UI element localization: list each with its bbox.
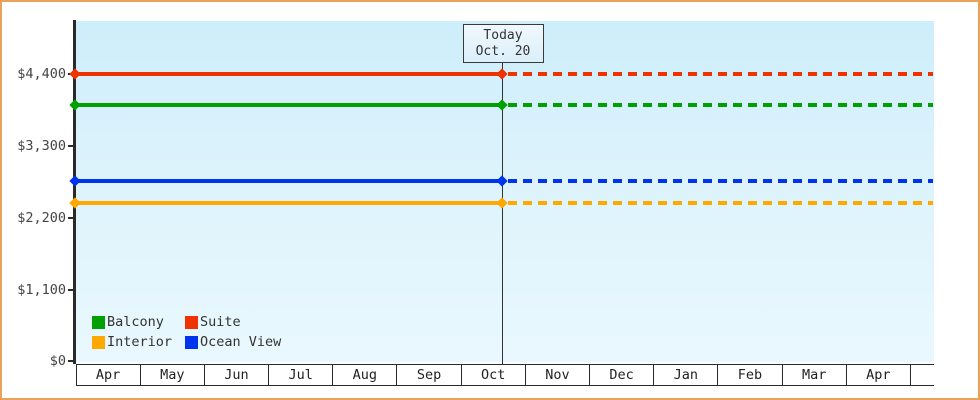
y-axis-tick (68, 144, 74, 147)
legend-label: Interior (107, 334, 173, 350)
legend-item-suite[interactable]: Suite (185, 314, 241, 330)
legend-item-balcony[interactable]: Balcony (92, 314, 164, 330)
series-line-interior-dashed[interactable] (507, 201, 933, 206)
series-line-ocean-view-solid[interactable] (75, 179, 503, 184)
today-label: Today (483, 27, 523, 43)
x-axis-month-cell: Jan (654, 364, 719, 385)
x-axis-empty-cell (910, 364, 934, 385)
x-axis-month-cell: Apr (76, 364, 141, 385)
y-axis-tick (68, 360, 74, 363)
y-axis-tick (68, 216, 74, 219)
legend-item-interior[interactable]: Interior (92, 334, 172, 350)
y-axis-label: $0 (49, 353, 66, 370)
y-axis-tick (68, 288, 74, 291)
legend-item-ocean-view[interactable]: Ocean View (185, 334, 281, 350)
y-axis-label: $3,300 (17, 137, 66, 154)
plot-area (75, 21, 934, 362)
legend-label: Balcony (107, 314, 164, 330)
x-axis-month-cell: Nov (525, 364, 590, 385)
x-axis-month-cell: Jul (269, 364, 334, 385)
x-axis-month-cell: Feb (718, 364, 783, 385)
x-axis-month-cell: Sep (397, 364, 462, 385)
x-axis-month-cell: Mar (782, 364, 847, 385)
legend-label: Suite (200, 314, 241, 330)
series-line-balcony-solid[interactable] (75, 102, 503, 107)
legend-swatch-interior (92, 335, 105, 349)
series-line-suite-solid[interactable] (75, 72, 503, 77)
legend-label: Ocean View (200, 334, 282, 350)
today-vertical-line (501, 62, 504, 364)
y-axis-label: $4,400 (17, 66, 66, 83)
y-axis-label: $2,200 (17, 209, 66, 226)
series-line-balcony-dashed[interactable] (507, 102, 933, 107)
x-axis-month-cell: Dec (590, 364, 655, 385)
today-annotation-box: Today Oct. 20 (462, 23, 544, 63)
legend-swatch-ocean-view (185, 335, 198, 349)
y-axis (73, 20, 76, 364)
legend-swatch-suite (185, 315, 198, 329)
x-axis-month-cell: Jun (204, 364, 270, 385)
today-date: Oct. 20 (475, 43, 531, 59)
series-line-suite-dashed[interactable] (507, 72, 933, 77)
x-axis-month-cell: Apr (846, 364, 911, 385)
series-line-interior-solid[interactable] (75, 201, 503, 206)
x-axis-month-cell: Aug (333, 364, 398, 385)
y-axis-label: $1,100 (17, 281, 66, 298)
x-axis-month-strip: Apr May Jun Jul Aug Sep Oct Nov Dec Jan Feb Mar Apr (75, 363, 934, 386)
x-axis-month-cell: May (140, 364, 205, 385)
series-line-ocean-view-dashed[interactable] (507, 179, 933, 184)
legend-swatch-balcony (92, 315, 105, 329)
x-axis-month-cell: Oct (461, 364, 526, 385)
